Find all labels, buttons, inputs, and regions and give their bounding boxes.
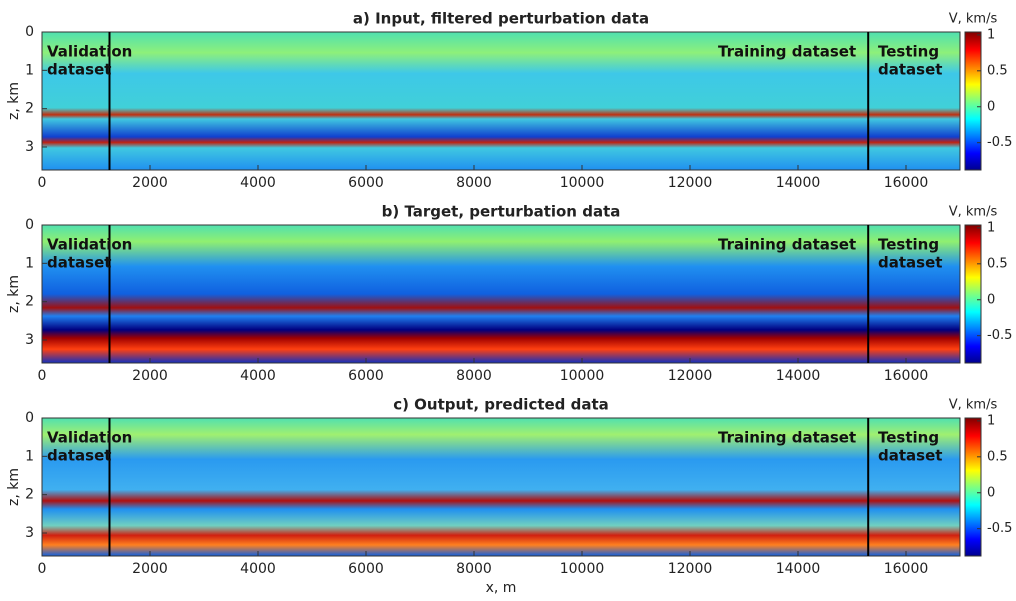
- y-axis-label: z, km: [6, 275, 22, 313]
- y-tick-label: 3: [25, 332, 34, 348]
- x-tick-label: 0: [38, 368, 47, 384]
- x-tick-label: 4000: [240, 175, 276, 191]
- y-axis-label: z, km: [6, 82, 22, 120]
- colorbar-tick-label: -0.5: [987, 521, 1012, 536]
- y-tick-label: 1: [25, 62, 34, 78]
- y-tick-label: 1: [25, 255, 34, 271]
- x-tick-label: 12000: [668, 561, 713, 577]
- annotation: Testing: [878, 429, 939, 447]
- plot-frame: [41, 417, 961, 557]
- annotation: Training dataset: [718, 429, 856, 447]
- x-tick-label: 12000: [668, 175, 713, 191]
- x-tick-label: 10000: [560, 368, 605, 384]
- colorbar-tick-label: 1: [987, 27, 995, 42]
- plot-frame: [41, 224, 961, 364]
- colorbar-label: V, km/s: [949, 205, 998, 220]
- colorbar-tick-label: 1: [987, 413, 995, 428]
- annotation: Validation: [47, 429, 132, 447]
- x-axis-label: x, m: [486, 580, 517, 596]
- colorbar-tick-label: -0.5: [987, 135, 1012, 150]
- y-tick-label: 2: [25, 294, 34, 310]
- x-tick-label: 2000: [132, 561, 168, 577]
- x-tick-label: 6000: [348, 368, 384, 384]
- annotation: Training dataset: [718, 236, 856, 254]
- panel-title: c) Output, predicted data: [393, 396, 609, 414]
- annotation: dataset: [47, 447, 111, 465]
- annotation: Testing: [878, 43, 939, 61]
- image-layer: [42, 418, 960, 556]
- y-tick-label: 0: [25, 217, 34, 233]
- annotation: dataset: [878, 61, 942, 79]
- annotation: Testing: [878, 236, 939, 254]
- x-tick-label: 6000: [348, 561, 384, 577]
- x-tick-label: 14000: [776, 175, 821, 191]
- annotation: dataset: [878, 447, 942, 465]
- x-tick-label: 14000: [776, 368, 821, 384]
- x-tick-label: 16000: [884, 175, 929, 191]
- x-tick-label: 0: [38, 561, 47, 577]
- x-tick-label: 10000: [560, 175, 605, 191]
- y-tick-label: 2: [25, 487, 34, 503]
- x-tick-label: 6000: [348, 175, 384, 191]
- panel-title: a) Input, filtered perturbation data: [353, 10, 649, 28]
- x-tick-label: 16000: [884, 368, 929, 384]
- x-tick-label: 12000: [668, 368, 713, 384]
- x-tick-label: 14000: [776, 561, 821, 577]
- plot-frame: [41, 31, 961, 171]
- y-tick-label: 0: [25, 24, 34, 40]
- colorbar: [964, 417, 982, 557]
- y-tick-label: 3: [25, 525, 34, 541]
- colorbar-label: V, km/s: [949, 398, 998, 413]
- colorbar-tick-label: 0.5: [987, 63, 1008, 78]
- x-tick-label: 2000: [132, 368, 168, 384]
- annotation: Training dataset: [718, 43, 856, 61]
- panel-title: b) Target, perturbation data: [382, 203, 621, 221]
- image-layer: [42, 225, 960, 363]
- x-tick-label: 2000: [132, 175, 168, 191]
- colorbar: [964, 224, 982, 364]
- y-tick-label: 0: [25, 410, 34, 426]
- y-axis-label: z, km: [6, 468, 22, 506]
- colorbar-tick-label: 0: [987, 292, 995, 307]
- image-layer: [42, 32, 960, 170]
- x-tick-label: 4000: [240, 561, 276, 577]
- x-tick-label: 8000: [456, 175, 492, 191]
- colorbar-tick-label: 0.5: [987, 449, 1008, 464]
- y-tick-label: 3: [25, 139, 34, 155]
- colorbar: [964, 31, 982, 171]
- annotation: dataset: [47, 61, 111, 79]
- x-tick-label: 10000: [560, 561, 605, 577]
- annotation: Validation: [47, 236, 132, 254]
- colorbar-tick-label: -0.5: [987, 328, 1012, 343]
- annotation: dataset: [878, 254, 942, 272]
- colorbar-tick-label: 1: [987, 220, 995, 235]
- x-tick-label: 8000: [456, 561, 492, 577]
- y-tick-label: 2: [25, 101, 34, 117]
- x-tick-label: 0: [38, 175, 47, 191]
- annotation: dataset: [47, 254, 111, 272]
- annotation: Validation: [47, 43, 132, 61]
- y-tick-label: 1: [25, 448, 34, 464]
- x-tick-label: 8000: [456, 368, 492, 384]
- colorbar-tick-label: 0.5: [987, 256, 1008, 271]
- colorbar-tick-label: 0: [987, 485, 995, 500]
- x-tick-label: 4000: [240, 368, 276, 384]
- colorbar-label: V, km/s: [949, 12, 998, 27]
- x-tick-label: 16000: [884, 561, 929, 577]
- colorbar-tick-label: 0: [987, 99, 995, 114]
